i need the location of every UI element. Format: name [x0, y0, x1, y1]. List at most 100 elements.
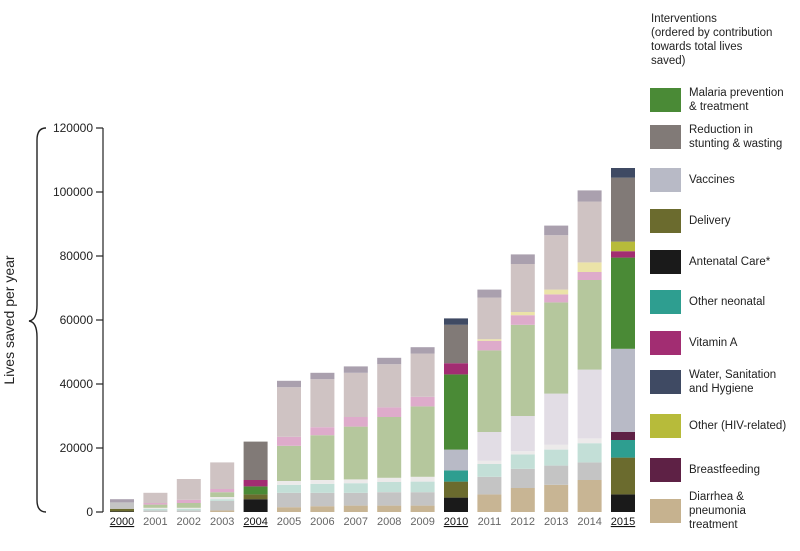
bar-segment: [611, 177, 635, 242]
bar-segment: [176, 503, 201, 508]
legend-swatch: [650, 209, 681, 233]
legend-swatch: [650, 290, 681, 314]
bar-segment: [210, 492, 235, 497]
bar-segment: [410, 406, 435, 477]
bar-segment: [544, 294, 569, 303]
bar-segment: [444, 449, 468, 471]
bar-segment: [343, 492, 368, 506]
bar-segment: [277, 387, 301, 437]
legend-label: Other (HIV-related): [689, 420, 787, 432]
bar-segment: [410, 481, 435, 493]
legend-label: Other neonatal: [689, 296, 766, 308]
bar-segment: [243, 441, 268, 480]
bar-segment: [477, 476, 502, 495]
x-tick-label: 2008: [377, 516, 401, 528]
bar-segment: [544, 302, 569, 394]
legend-label: Water, Sanitation and Hygiene: [689, 369, 777, 395]
bar-segment: [544, 393, 569, 445]
bar-segment: [477, 339, 502, 341]
bar-segment: [243, 480, 268, 487]
bar-segment: [510, 264, 535, 312]
bar-segment: [310, 483, 335, 493]
bar-segment: [477, 432, 502, 461]
y-tick-label: 80000: [60, 249, 94, 263]
bar-segment: [611, 168, 635, 178]
y-axis: 0 20000 40000 60000 80000 100000 120000: [53, 121, 104, 519]
bar-segment: [544, 444, 569, 450]
bar-segment: [477, 494, 502, 512]
bar-segment: [110, 508, 134, 512]
bar-segment: [410, 396, 435, 407]
bar-segment: [110, 511, 134, 512]
bar-segment: [377, 407, 402, 417]
bar-segment: [611, 457, 635, 495]
bar-segment: [510, 315, 535, 325]
x-tick-label: 2010: [444, 516, 468, 528]
legend-swatch: [650, 370, 681, 394]
bar-segment: [577, 280, 602, 370]
bars-group: [110, 168, 635, 512]
bar-segment: [310, 480, 335, 484]
x-tick-label: 2007: [344, 516, 368, 528]
bar-segment: [210, 462, 235, 489]
legend-swatch: [650, 499, 681, 523]
bar-segment: [444, 318, 468, 325]
legend-swatch: [650, 414, 681, 438]
x-tick-label: 2006: [310, 516, 334, 528]
legend-swatch: [650, 458, 681, 482]
bar-segment: [577, 272, 602, 280]
x-tick-label: 2002: [177, 516, 201, 528]
y-tick-label: 100000: [53, 185, 93, 199]
bar-segment: [310, 427, 335, 436]
bar-segment: [210, 510, 235, 512]
bar-segment: [544, 465, 569, 485]
bar-segment: [544, 225, 569, 236]
bar-segment: [176, 507, 201, 509]
bar-segment: [143, 492, 168, 503]
legend-label: Breastfeeding: [689, 464, 760, 476]
bar-segment: [176, 510, 201, 512]
bar-segment: [611, 251, 635, 258]
bar-segment: [143, 504, 168, 508]
legend-swatch: [650, 331, 681, 355]
y-axis-label: Lives saved per year: [1, 255, 17, 385]
bar-segment: [377, 492, 402, 506]
bar-segment: [544, 289, 569, 295]
bar-segment: [510, 451, 535, 455]
bar-segment: [143, 508, 168, 511]
bar-segment: [176, 508, 201, 511]
bar-segment: [277, 436, 301, 446]
bar-segment: [410, 347, 435, 354]
bar-segment: [410, 476, 435, 482]
bar-segment: [477, 464, 502, 477]
bar-segment: [444, 497, 468, 512]
bar-segment: [210, 500, 235, 511]
legend-label: Delivery: [689, 215, 731, 227]
bar-segment: [377, 477, 402, 482]
bar-segment: [210, 499, 235, 501]
bar-segment: [277, 481, 301, 485]
bar-segment: [110, 499, 134, 503]
bar-segment: [510, 312, 535, 316]
bar-segment: [377, 364, 402, 408]
bar-segment: [444, 324, 468, 364]
bar-segment: [143, 507, 168, 509]
bar-segment: [544, 484, 569, 512]
bar-segment: [210, 489, 235, 493]
bar-segment: [176, 499, 201, 503]
bar-segment: [577, 443, 602, 463]
x-tick-label: 2005: [277, 516, 301, 528]
bar-segment: [343, 417, 368, 427]
x-tick-label: 2013: [544, 516, 568, 528]
y-tick-label: 0: [86, 505, 93, 519]
bar-segment: [377, 417, 402, 478]
bar-segment: [310, 506, 335, 512]
x-axis: 2000 2001 2002 2003 2004 2005 2006 2007 2008 2009…: [110, 516, 635, 528]
bar-segment: [410, 353, 435, 397]
bar-segment: [277, 445, 301, 481]
bar-segment: [477, 340, 502, 351]
legend-label: Vaccines: [689, 174, 735, 186]
bar-segment: [343, 505, 368, 512]
bar-segment: [343, 366, 368, 373]
bar-segment: [611, 494, 635, 512]
